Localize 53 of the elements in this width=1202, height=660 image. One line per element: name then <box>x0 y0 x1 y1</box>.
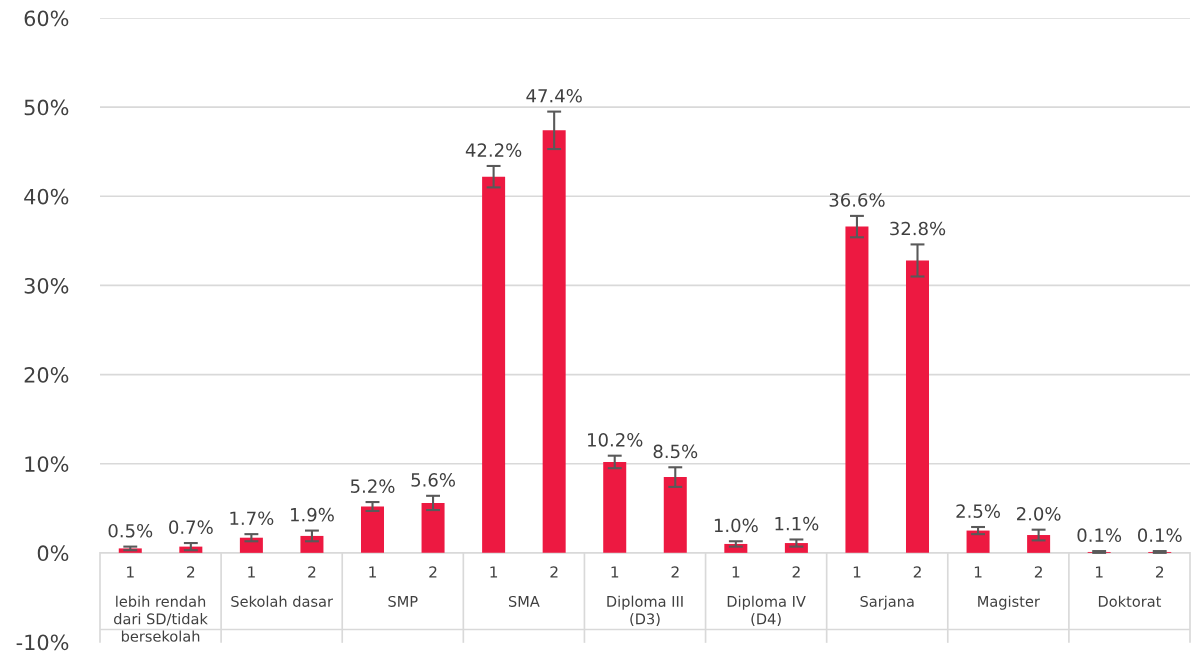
y-tick-label: 40% <box>24 188 69 205</box>
data-label: 5.6% <box>411 473 455 487</box>
x-tick-label: 2 <box>429 566 437 578</box>
data-label: 1.0% <box>714 518 758 533</box>
data-label: 42.2% <box>465 143 522 157</box>
y-tick-label: 50% <box>24 99 69 116</box>
annotation: Sekolah dasar <box>231 595 333 607</box>
x-tick-label: 2 <box>671 566 679 578</box>
annotation: lebih rendah dari SD/tidak bersekolah <box>114 595 208 642</box>
x-tick-label: 1 <box>974 566 982 578</box>
y-tick-label: 10% <box>25 456 69 472</box>
data-label: 0.1% <box>1137 528 1182 543</box>
data-label: 2.5% <box>956 504 1000 518</box>
y-tick-label: 0% <box>37 545 69 562</box>
x-tick-label: 2 <box>1034 566 1042 578</box>
data-label: 0.5% <box>108 523 153 538</box>
y-tick-label: -10% <box>16 634 69 651</box>
data-label: 1.9% <box>290 507 334 522</box>
x-tick-label: 1 <box>1095 566 1103 578</box>
x-tick-label: 1 <box>611 566 619 578</box>
y-tick-label: 30% <box>24 277 69 294</box>
x-tick-label: 2 <box>913 566 921 578</box>
data-label: 1.7% <box>230 511 274 526</box>
y-tick-label: 60% <box>24 10 69 27</box>
annotation: SMA <box>508 595 540 607</box>
data-label: 47.4% <box>526 88 582 103</box>
y-tick-label: 20% <box>24 367 69 383</box>
x-tick-label: 2 <box>308 566 316 578</box>
data-label: 8.5% <box>653 444 698 459</box>
x-tick-label: 2 <box>1155 566 1164 578</box>
x-tick-label: 2 <box>550 566 558 578</box>
x-tick-label: 1 <box>248 566 255 578</box>
x-tick-label: 1 <box>490 566 498 578</box>
annotation: SMP <box>388 595 418 607</box>
x-tick-label: 1 <box>853 566 861 578</box>
data-label: 32.8% <box>890 221 946 236</box>
data-label: 10.2% <box>588 432 643 447</box>
data-label: 1.1% <box>775 516 819 531</box>
annotation: Diploma III (D3) <box>607 595 683 627</box>
data-label: 0.1% <box>1077 528 1122 543</box>
x-tick-label: 2 <box>187 566 195 578</box>
x-tick-label: 2 <box>792 566 800 578</box>
x-tick-label: 1 <box>369 566 376 578</box>
data-label: 36.6% <box>829 193 885 207</box>
x-tick-label: 1 <box>732 566 740 578</box>
data-label: 5.2% <box>350 479 395 493</box>
data-label: 0.7% <box>169 520 213 534</box>
annotation: Magister <box>978 595 1040 610</box>
x-tick-label: 1 <box>127 566 134 578</box>
data-label: 2.0% <box>1017 506 1061 521</box>
annotation: Sarjana <box>860 595 914 610</box>
annotation: Doktorat <box>1098 595 1162 607</box>
annotation: Diploma IV (D4) <box>727 595 806 627</box>
